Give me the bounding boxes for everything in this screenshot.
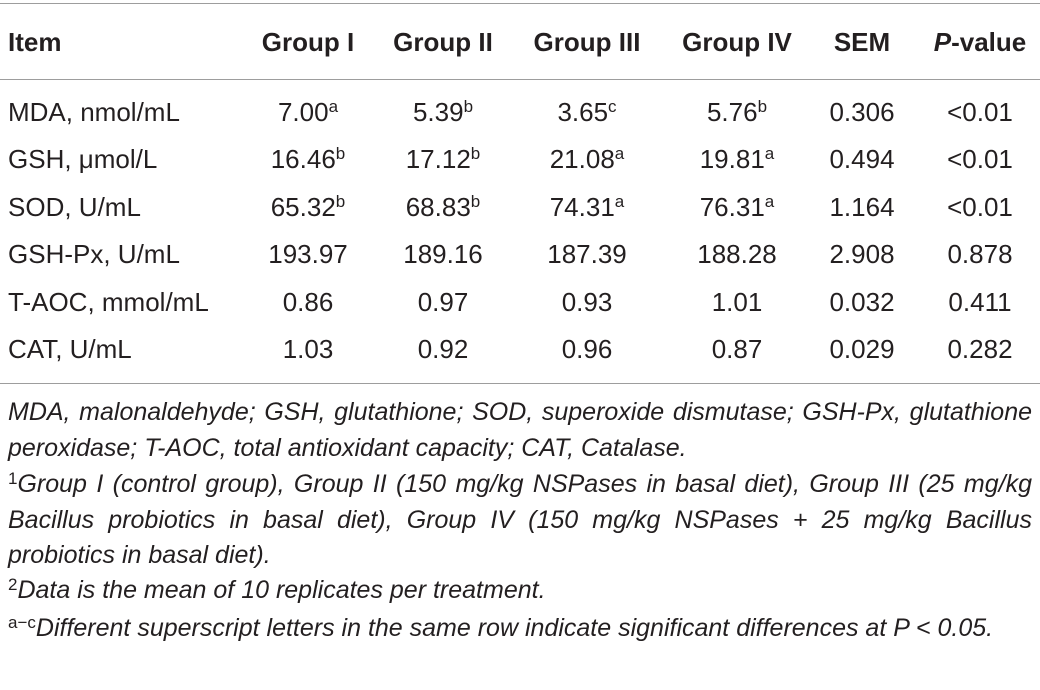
item-cell: CAT, U/mL <box>8 334 132 364</box>
value-cell: 193.97 <box>268 239 348 270</box>
value-cell: 5.76b <box>707 97 767 127</box>
value-cell: 0.92 <box>417 334 469 364</box>
footnote-text: MDA, malonaldehyde; GSH, glutathione; SO… <box>8 398 1032 462</box>
header-cell: SEM <box>833 27 891 57</box>
footnote-text: Data is the mean of 10 replicates per tr… <box>17 576 546 604</box>
item-cell: MDA, nmol/mL <box>8 97 180 127</box>
item-cell: T-AOC, mmol/mL <box>8 286 209 317</box>
value-cell: 21.08a <box>550 144 625 174</box>
cell-value: 5.39 <box>412 97 464 127</box>
footnote: a−cDifferent superscript letters in the … <box>8 611 1032 647</box>
value-cell: 1.164 <box>829 191 895 222</box>
cell-value: 68.83 <box>405 191 471 222</box>
cell-value: 5.76 <box>706 97 758 127</box>
header-cell: P-value <box>934 27 1027 57</box>
cell-value: 21.08 <box>549 144 615 175</box>
cell-value: 76.31 <box>699 191 765 222</box>
superscript: a <box>764 191 775 211</box>
value-cell: 5.39b <box>413 97 473 127</box>
value-cell: 0.93 <box>561 286 613 317</box>
cell-value: 65.32 <box>270 191 336 222</box>
value-cell: 0.032 <box>829 286 895 317</box>
header-cell: Group III <box>533 27 641 57</box>
footnote: 1Group I (control group), Group II (150 … <box>8 467 1032 574</box>
value-cell: 1.01 <box>711 286 763 317</box>
value-cell: <0.01 <box>947 144 1013 175</box>
value-cell: 68.83b <box>406 192 481 222</box>
header-cell: Group II <box>393 27 493 57</box>
footnote-text: Group I (control group), Group II (150 m… <box>8 470 1032 569</box>
superscript: a <box>328 97 339 116</box>
header-italic: P <box>933 27 952 57</box>
value-cell: <0.01 <box>947 191 1013 222</box>
value-cell: 1.03 <box>282 334 334 364</box>
value-cell: 2.908 <box>829 239 895 270</box>
value-cell: 7.00a <box>278 97 338 127</box>
superscript: a <box>614 191 625 211</box>
footnote-mark: 1 <box>8 469 18 488</box>
item-cell: GSH-Px, U/mL <box>8 239 180 270</box>
value-cell: 3.65c <box>557 97 616 127</box>
value-cell: 0.282 <box>947 334 1013 364</box>
value-cell: 0.878 <box>947 239 1013 270</box>
value-cell: <0.01 <box>947 97 1013 127</box>
header-cell: Item <box>8 27 62 57</box>
value-cell: 0.411 <box>948 286 1012 317</box>
footnote-mark: 2 <box>8 575 18 594</box>
cell-value: 7.00 <box>277 97 329 127</box>
cell-value: 17.12 <box>405 144 471 175</box>
value-cell: 187.39 <box>547 239 627 270</box>
superscript: a <box>614 144 625 164</box>
cell-value: 19.81 <box>699 144 765 175</box>
value-cell: 0.97 <box>417 286 469 317</box>
value-cell: 0.86 <box>282 286 334 317</box>
value-cell: 17.12b <box>406 144 481 174</box>
footnote: 2Data is the mean of 10 replicates per t… <box>8 573 1032 609</box>
value-cell: 76.31a <box>700 192 775 222</box>
value-cell: 189.16 <box>403 239 483 270</box>
value-cell: 0.96 <box>561 334 613 364</box>
value-cell: 16.46b <box>271 144 346 174</box>
superscript: b <box>470 144 481 164</box>
value-cell: 188.28 <box>697 239 777 270</box>
footnote-mark: a−c <box>8 613 36 632</box>
cell-value: 16.46 <box>270 144 336 175</box>
value-cell: 65.32b <box>271 192 346 222</box>
value-cell: 0.494 <box>829 144 895 175</box>
superscript: a <box>764 144 775 164</box>
bottom-rule <box>0 383 1040 384</box>
top-rule <box>0 3 1040 4</box>
superscript: b <box>470 191 481 211</box>
footnote-text: Different superscript letters in the sam… <box>35 614 994 642</box>
header-cell: Group I <box>261 27 355 57</box>
value-cell: 0.029 <box>829 334 895 364</box>
superscript: b <box>463 97 474 116</box>
value-cell: 74.31a <box>550 192 625 222</box>
superscript: b <box>335 144 346 164</box>
cell-value: 74.31 <box>549 191 615 222</box>
superscript: c <box>608 97 617 116</box>
header-rule <box>0 79 1040 80</box>
cell-value: 3.65 <box>557 97 609 127</box>
header-text: -value <box>951 27 1027 57</box>
item-cell: GSH, μmol/L <box>8 144 158 175</box>
value-cell: 0.306 <box>829 97 895 127</box>
header-cell: Group IV <box>682 27 792 57</box>
value-cell: 19.81a <box>700 144 775 174</box>
superscript: b <box>335 191 346 211</box>
footnote: MDA, malonaldehyde; GSH, glutathione; SO… <box>8 395 1032 466</box>
superscript: b <box>757 97 768 116</box>
item-cell: SOD, U/mL <box>8 191 141 222</box>
value-cell: 0.87 <box>711 334 763 364</box>
